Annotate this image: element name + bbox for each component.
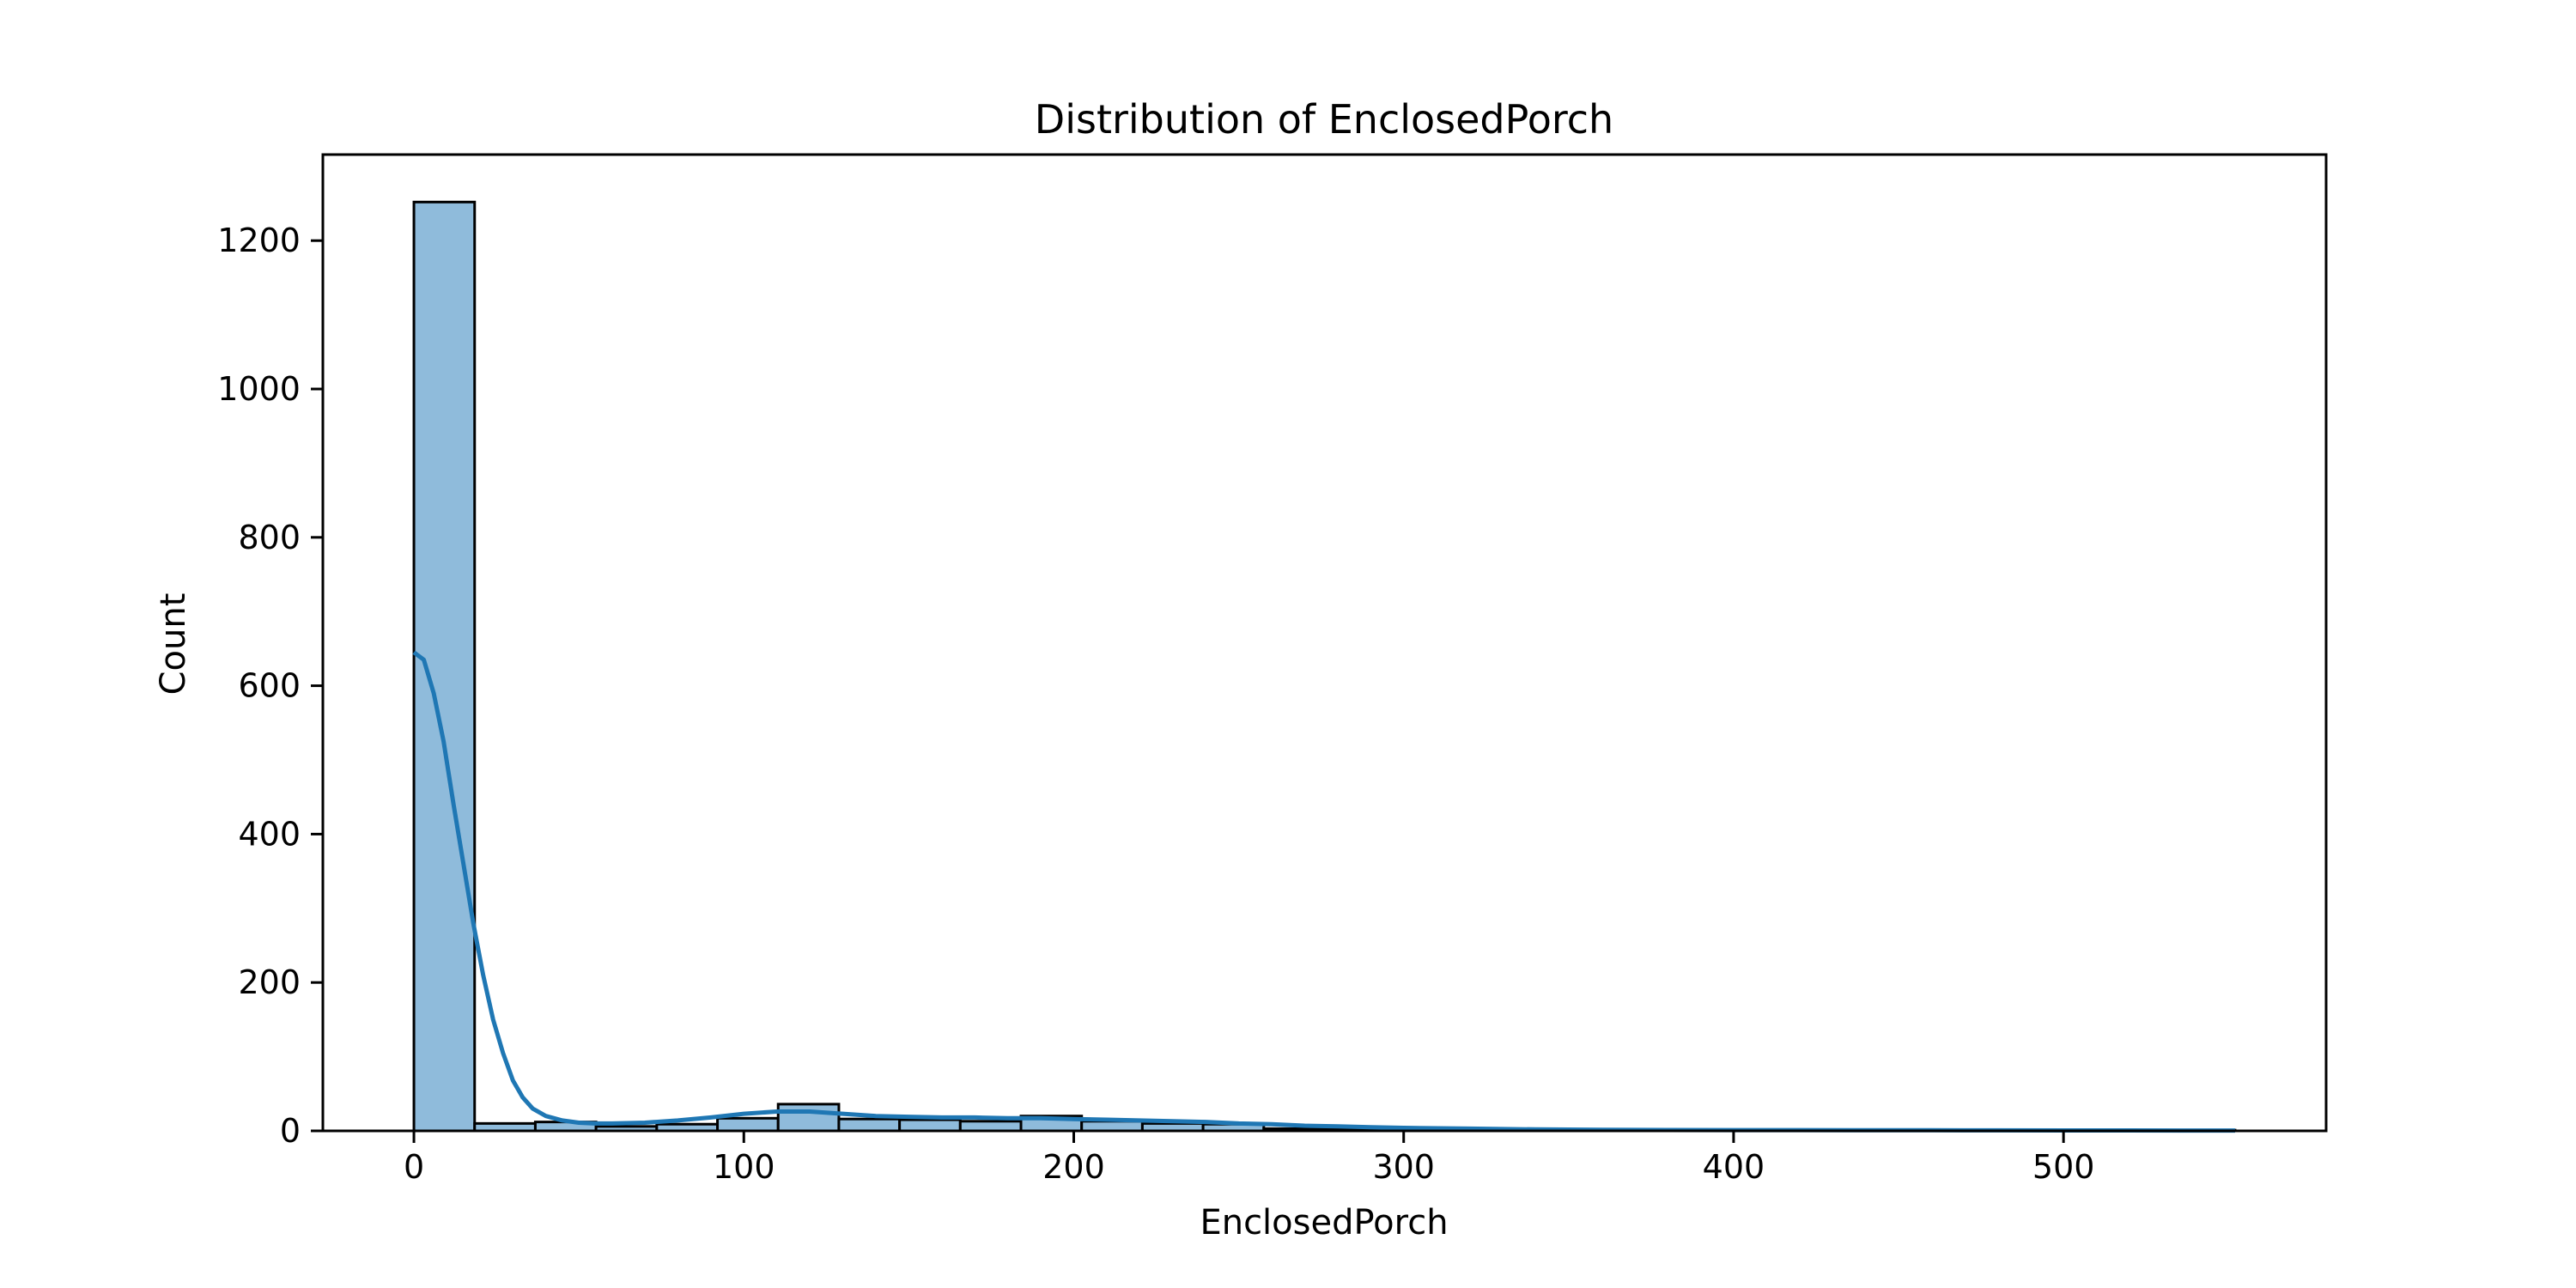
x-tick-label-100: 100 (713, 1148, 775, 1186)
histogram-bar-5 (716, 1116, 780, 1133)
histogram-bar-8 (898, 1118, 962, 1133)
x-axis-label: EnclosedPorch (1200, 1203, 1448, 1242)
x-tick-label-300: 300 (1372, 1148, 1435, 1186)
kde-curve (412, 650, 2235, 1133)
y-tick-label-600: 600 (238, 667, 301, 705)
y-tick-label-200: 200 (238, 963, 301, 1001)
histogram-bar-0 (412, 200, 477, 1133)
y-tick-label-0: 0 (280, 1112, 301, 1150)
x-tick-label-200: 200 (1042, 1148, 1105, 1186)
x-tick-label-400: 400 (1703, 1148, 1765, 1186)
y-tick-label-1000: 1000 (217, 370, 301, 408)
y-tick-label-400: 400 (238, 815, 301, 853)
plot-area-frame (321, 153, 2328, 1133)
histogram-bar-7 (837, 1117, 902, 1133)
y-axis-ticks: 0 200 400 600 800 1000 1200 (217, 222, 323, 1150)
x-tick-label-0: 0 (404, 1148, 424, 1186)
histogram-bars (412, 200, 2237, 1133)
chart-title: Distribution of EnclosedPorch (1035, 96, 1613, 143)
y-axis-label: Count (154, 593, 193, 696)
y-tick-label-800: 800 (238, 519, 301, 556)
histogram-bar-9 (958, 1120, 1023, 1133)
histogram-bar-6 (776, 1103, 841, 1133)
x-axis-ticks: 0 100 200 300 400 500 (404, 1131, 2094, 1186)
histogram-bar-11 (1080, 1120, 1144, 1133)
x-tick-label-500: 500 (2032, 1148, 2095, 1186)
y-tick-label-1200: 1200 (217, 222, 301, 259)
